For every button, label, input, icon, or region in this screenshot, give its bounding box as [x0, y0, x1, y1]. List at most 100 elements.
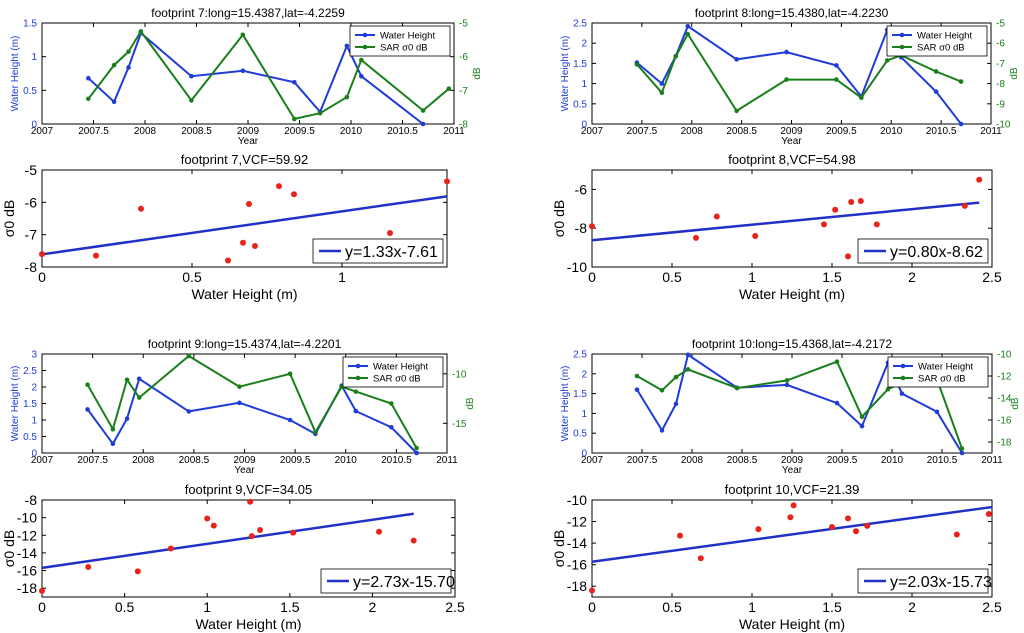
y-tick-label: 0	[31, 120, 37, 131]
series-point-sar	[859, 414, 865, 420]
legend-label: y=1.33x-7.61	[345, 244, 438, 261]
x-tick-label: 0	[38, 269, 46, 285]
y-tick-label: 2.5	[573, 19, 587, 30]
y-tick-label: -7	[25, 227, 38, 243]
y-axis-label: σ0 dB	[1, 200, 17, 237]
data-point	[291, 191, 297, 198]
data-point	[693, 234, 699, 241]
y-tick-label: 0	[581, 120, 587, 131]
data-point	[787, 514, 794, 521]
chart-title: footprint 7,VCF=59.92	[181, 152, 309, 167]
x-tick-label: 2.5	[445, 599, 465, 615]
series-point-water-height	[287, 417, 293, 423]
data-point	[85, 564, 92, 571]
y-tick-label: 0	[31, 449, 37, 460]
series-point-sar	[86, 96, 91, 102]
y-tick-label: -16	[567, 557, 587, 573]
y-axis-label: Water Height (m)	[560, 366, 571, 442]
legend-label: SAR σ0 dB	[380, 43, 428, 54]
series-point-sar	[344, 94, 350, 100]
x-tick-label: 2007	[581, 455, 604, 466]
chart-title: footprint 10:long=15.4368,lat=-4.2172	[692, 337, 892, 351]
series-point-water-height	[934, 409, 940, 415]
series-point-water-height	[389, 424, 394, 430]
series-point-sar	[784, 378, 790, 383]
series-point-sar	[138, 29, 144, 34]
plot-frame	[591, 499, 993, 598]
series-point-sar	[673, 374, 679, 380]
y-tick-label: 1.5	[573, 389, 587, 400]
y-tick-label: -12	[567, 514, 587, 530]
chart-title: footprint 7:long=15.4387,lat=-4.2259	[151, 6, 345, 20]
chart-title: footprint 9,VCF=34.05	[185, 482, 313, 497]
x-axis-label: Water Height (m)	[739, 286, 845, 302]
data-point	[39, 251, 45, 258]
series-point-water-height	[186, 409, 192, 414]
series-point-sar	[126, 49, 131, 54]
chart-title: footprint 8,VCF=54.98	[728, 152, 856, 167]
x-axis-label: Water Height (m)	[191, 286, 297, 302]
legend-label: SAR σ0 dB	[373, 374, 421, 385]
x-tick-label: 2011	[436, 455, 458, 466]
series-point-sar	[420, 108, 426, 113]
x-tick-label: 2010	[880, 126, 903, 137]
x-tick-label: 2008.5	[179, 455, 210, 466]
series-point-sar	[885, 386, 891, 392]
y-tick-label: 1	[31, 416, 37, 427]
data-point	[257, 526, 264, 533]
y-tick-label: 1.5	[23, 399, 37, 410]
y-axis-label: σ0 dB	[551, 530, 567, 567]
series-point-water-height	[292, 79, 297, 85]
series-point-sar	[124, 377, 130, 383]
data-point	[247, 498, 254, 505]
y-tick-label: -14	[17, 545, 37, 561]
series-point-water-height	[85, 407, 90, 412]
series-point-sar	[287, 371, 293, 377]
data-point	[864, 522, 871, 529]
legend-label: y=2.73x-15.70	[353, 574, 455, 591]
series-point-sar	[884, 58, 890, 63]
data-point	[39, 587, 45, 594]
x-tick-label: 2011	[981, 455, 1003, 466]
x-tick-label: 2010	[335, 455, 358, 466]
legend-box	[342, 356, 444, 388]
x-tick-label: 2009	[780, 126, 803, 137]
y-tick-label: 2	[31, 383, 37, 394]
x-tick-label: 0	[38, 599, 46, 615]
legend-marker	[362, 44, 368, 50]
data-point	[225, 257, 231, 264]
x-tick-label: 2008.5	[726, 126, 757, 137]
fit-line	[591, 201, 980, 242]
data-point	[589, 223, 595, 230]
legend-label: Water Height	[918, 362, 973, 373]
data-point	[845, 515, 851, 522]
x-tick-label: 2.5	[982, 269, 1002, 285]
series-point-sar	[958, 79, 964, 84]
series-point-sar	[189, 98, 194, 103]
data-point	[677, 532, 683, 539]
y2-tick-label: -10	[997, 350, 1012, 361]
series-point-water-height	[634, 387, 640, 392]
series-line-water-height	[86, 377, 418, 454]
x-tick-label: 0	[588, 599, 596, 615]
series-point-water-height	[673, 401, 679, 407]
chart-fp10_ts: footprint 10:long=15.4368,lat=-4.2172 200…	[560, 337, 1021, 476]
series-point-sar	[959, 446, 965, 451]
data-point	[976, 176, 983, 183]
y-tick-label: -12	[17, 527, 37, 543]
y-tick-label: -5	[25, 162, 38, 178]
y-tick-label: 2.5	[23, 366, 37, 377]
legend-label: y=0.80x-8.62	[890, 244, 983, 261]
legend-marker	[899, 44, 905, 50]
series-line-sar	[86, 354, 418, 449]
x-tick-label: 2007.5	[78, 126, 109, 137]
chart-title: footprint 9:long=15.4374,lat=-4.2201	[148, 337, 342, 351]
y-tick-label: -8	[25, 259, 38, 275]
y-tick-label: -6	[25, 194, 38, 210]
y-tick-label: 0.5	[573, 99, 587, 110]
x-tick-label: 2008	[134, 126, 157, 137]
series-point-water-height	[189, 73, 194, 79]
y2-tick-label: -14	[997, 394, 1012, 405]
y-tick-label: 1.5	[573, 59, 587, 70]
series-line-sar	[636, 32, 962, 113]
